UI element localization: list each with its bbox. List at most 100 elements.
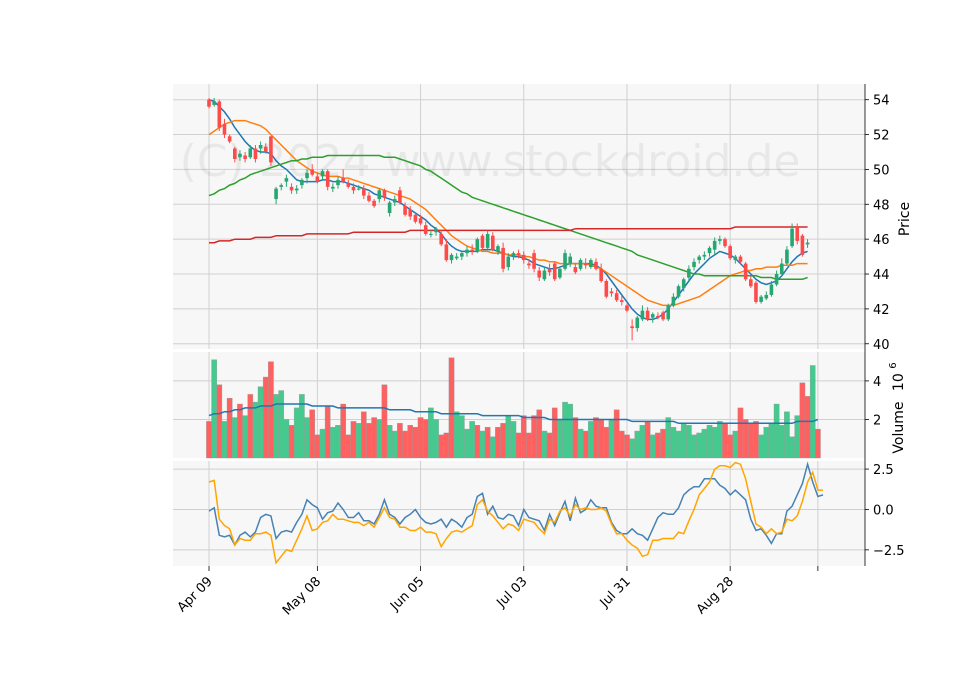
grid-lines [173, 84, 865, 566]
candle-body [248, 148, 253, 158]
volume-bar [778, 425, 785, 459]
volume-bar [257, 386, 264, 459]
candle-body [465, 249, 469, 254]
candle [774, 270, 779, 287]
candle-body [563, 253, 567, 269]
candle [423, 221, 428, 236]
ma-line-ma-long [208, 154, 808, 281]
candle-body [279, 185, 284, 187]
candle-body [723, 239, 727, 247]
volume-bar [753, 421, 759, 459]
candle-body [671, 296, 676, 306]
candle-body [217, 101, 222, 128]
candle-body [795, 226, 800, 241]
volume-bar [397, 423, 403, 459]
volume-bar [474, 425, 481, 459]
candle [779, 258, 784, 276]
volume-bar [242, 415, 248, 459]
candle-body [480, 235, 485, 248]
volume-bar [335, 425, 341, 459]
volume-bar [737, 407, 744, 459]
candle-body [532, 253, 536, 269]
candle-body [521, 254, 526, 261]
candle-body [362, 188, 366, 196]
candle [650, 312, 655, 323]
volume-bar [768, 423, 775, 459]
candle-body [418, 218, 423, 224]
candle-body [614, 293, 619, 301]
volume-bar [634, 430, 641, 459]
volume-bar [567, 403, 573, 459]
candle-body [243, 155, 247, 159]
volume-bar [412, 426, 419, 459]
volume-bar [809, 365, 816, 459]
candle [532, 249, 536, 273]
volume-bar [773, 403, 780, 459]
candle [661, 310, 665, 322]
candle-body [759, 296, 763, 302]
candle [207, 97, 211, 109]
volume-bar [407, 425, 414, 459]
candle [645, 307, 650, 322]
candle-body [392, 199, 397, 203]
candle [620, 294, 624, 306]
candle [320, 169, 325, 180]
candle [800, 233, 805, 257]
candle [315, 172, 320, 184]
volume-bar [613, 409, 620, 459]
osc-tick-label: 0.0 [873, 503, 894, 518]
candle-body [403, 206, 407, 215]
candle [707, 246, 712, 257]
candle-body [506, 256, 511, 268]
candle [723, 237, 727, 248]
candle [589, 258, 593, 269]
candle-body [749, 279, 753, 287]
volume-bar [675, 430, 682, 459]
candle [351, 183, 356, 194]
price-tick-label: 52 [873, 129, 890, 144]
candle-body [398, 190, 402, 203]
price-tick-label: 44 [873, 268, 890, 283]
candle [743, 261, 748, 282]
volume-bar [262, 376, 269, 459]
candle [377, 188, 382, 203]
candle [294, 185, 299, 194]
candle [805, 239, 810, 248]
candle-body [656, 315, 660, 318]
volume-bar [639, 425, 646, 459]
candle-body [351, 186, 356, 191]
candle [238, 150, 242, 161]
volume-bar [500, 423, 506, 459]
volume-bar [206, 421, 212, 459]
volume-axis-label: Volume 10 6 [888, 362, 907, 453]
candle-body [207, 99, 211, 107]
candle-body [573, 267, 578, 273]
candle-body [547, 268, 552, 273]
candle-body [697, 256, 701, 261]
volume-bar [293, 407, 300, 459]
candle-body [289, 186, 294, 191]
candle-body [269, 136, 273, 163]
candle-body [568, 256, 572, 264]
candle-body [346, 183, 351, 187]
candle [356, 185, 361, 191]
candle-body [454, 256, 459, 259]
volume-bar [629, 438, 635, 459]
volume-bar [531, 415, 537, 459]
volume-bar [422, 419, 429, 459]
volume-bar [490, 436, 496, 459]
candle-body [692, 261, 696, 268]
candle [227, 134, 232, 144]
candle-body [594, 261, 598, 269]
x-tick-label: Aug 28 [694, 574, 737, 617]
candle-body [372, 200, 376, 207]
candle [279, 183, 284, 191]
candle [408, 206, 413, 220]
volume-bar [515, 432, 522, 459]
candle-body [785, 249, 789, 264]
volume-bar [608, 419, 615, 459]
volume-bar [582, 430, 589, 459]
candle-body [640, 310, 645, 320]
